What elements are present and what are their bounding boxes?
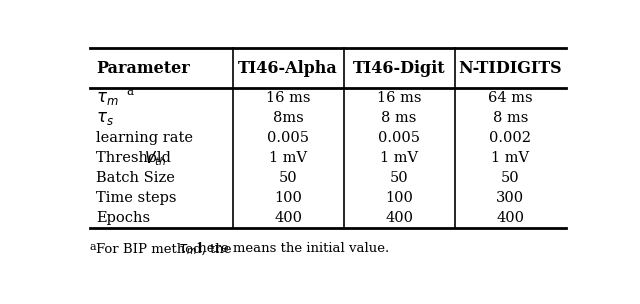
Text: 64 ms: 64 ms bbox=[488, 91, 532, 105]
Text: Time steps: Time steps bbox=[96, 191, 177, 205]
Text: $\tau_m$: $\tau_m$ bbox=[178, 243, 197, 257]
Text: 400: 400 bbox=[275, 211, 302, 225]
Text: 16 ms: 16 ms bbox=[377, 91, 421, 105]
Text: a: a bbox=[127, 85, 134, 98]
Text: 400: 400 bbox=[497, 211, 524, 225]
Text: 8 ms: 8 ms bbox=[493, 111, 528, 125]
Text: 0.005: 0.005 bbox=[268, 131, 309, 145]
Text: 1 mV: 1 mV bbox=[269, 151, 307, 165]
Text: TI46-Digit: TI46-Digit bbox=[353, 60, 445, 77]
Text: For BIP method, the: For BIP method, the bbox=[97, 243, 236, 255]
Text: 400: 400 bbox=[385, 211, 413, 225]
Text: 0.005: 0.005 bbox=[378, 131, 420, 145]
Text: 50: 50 bbox=[501, 171, 520, 185]
Text: 8ms: 8ms bbox=[273, 111, 303, 125]
Text: 300: 300 bbox=[496, 191, 524, 205]
Text: 1 mV: 1 mV bbox=[492, 151, 529, 165]
Text: $\tau_s$: $\tau_s$ bbox=[96, 109, 114, 126]
Text: learning rate: learning rate bbox=[96, 131, 193, 145]
Text: 8 ms: 8 ms bbox=[381, 111, 417, 125]
Text: 100: 100 bbox=[385, 191, 413, 205]
Text: 100: 100 bbox=[275, 191, 302, 205]
Text: here means the initial value.: here means the initial value. bbox=[194, 243, 389, 255]
Text: 50: 50 bbox=[279, 171, 298, 185]
Text: Epochs: Epochs bbox=[96, 211, 150, 225]
Text: 16 ms: 16 ms bbox=[266, 91, 310, 105]
Text: N-TIDIGITS: N-TIDIGITS bbox=[458, 60, 562, 77]
Text: TI46-Alpha: TI46-Alpha bbox=[238, 60, 338, 77]
Text: a: a bbox=[90, 243, 97, 252]
Text: 1 mV: 1 mV bbox=[380, 151, 419, 165]
Text: 50: 50 bbox=[390, 171, 408, 185]
Text: Batch Size: Batch Size bbox=[96, 171, 175, 185]
Text: Parameter: Parameter bbox=[96, 60, 189, 77]
Text: $\tau_m$: $\tau_m$ bbox=[96, 89, 118, 106]
Text: Threshold: Threshold bbox=[96, 151, 175, 165]
Text: $V_{th}$: $V_{th}$ bbox=[144, 149, 166, 168]
Text: 0.002: 0.002 bbox=[490, 131, 531, 145]
